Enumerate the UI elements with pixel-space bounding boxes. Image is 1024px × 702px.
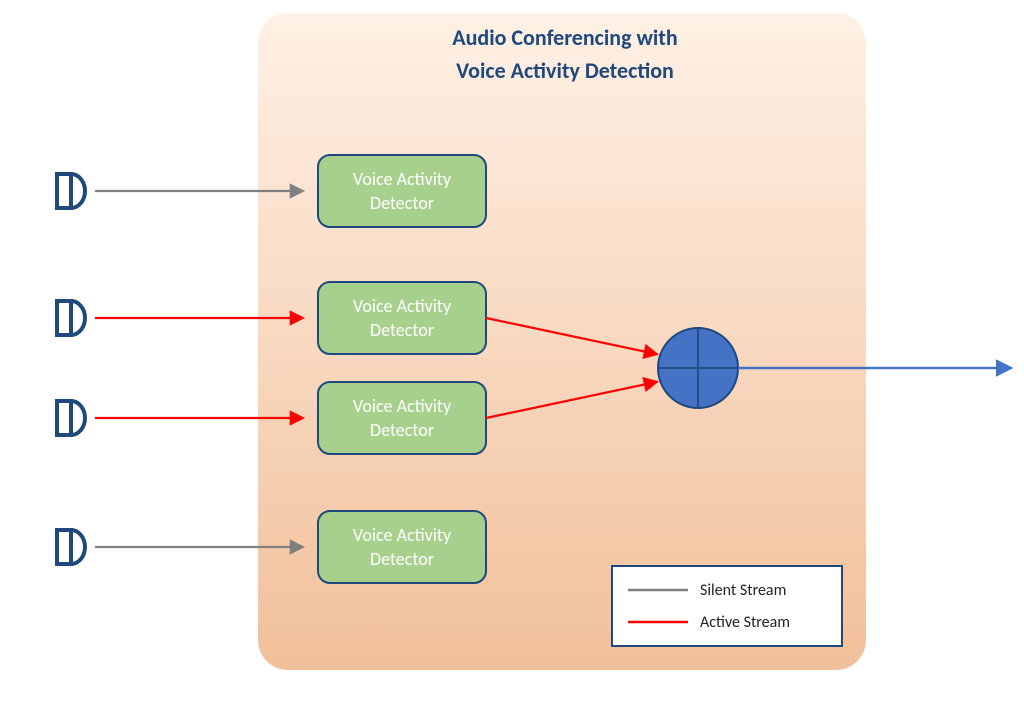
legend-label: Silent Stream <box>700 581 786 600</box>
detector-label-line2: Detector <box>370 548 434 570</box>
voice-activity-detector: Voice ActivityDetector <box>318 511 486 583</box>
speaker-icon <box>57 530 85 564</box>
detector-label-line1: Voice Activity <box>353 295 452 317</box>
detector-label-line1: Voice Activity <box>353 395 452 417</box>
combiner-node <box>658 328 738 408</box>
voice-activity-detector: Voice ActivityDetector <box>318 282 486 354</box>
detector-label-line1: Voice Activity <box>353 524 452 546</box>
legend: Silent Stream Active Stream <box>612 566 842 646</box>
title-line1: Audio Conferencing with <box>452 24 677 51</box>
detector-label-line2: Detector <box>370 192 434 214</box>
speaker-icon <box>57 401 85 435</box>
speaker-icon <box>57 174 85 208</box>
detector-label-line2: Detector <box>370 419 434 441</box>
legend-label: Active Stream <box>700 613 790 632</box>
voice-activity-detector: Voice ActivityDetector <box>318 382 486 454</box>
detector-label-line2: Detector <box>370 319 434 341</box>
speaker-icon <box>57 301 85 335</box>
detector-label-line1: Voice Activity <box>353 168 452 190</box>
title-line2: Voice Activity Detection <box>456 57 674 84</box>
voice-activity-detector: Voice ActivityDetector <box>318 155 486 227</box>
